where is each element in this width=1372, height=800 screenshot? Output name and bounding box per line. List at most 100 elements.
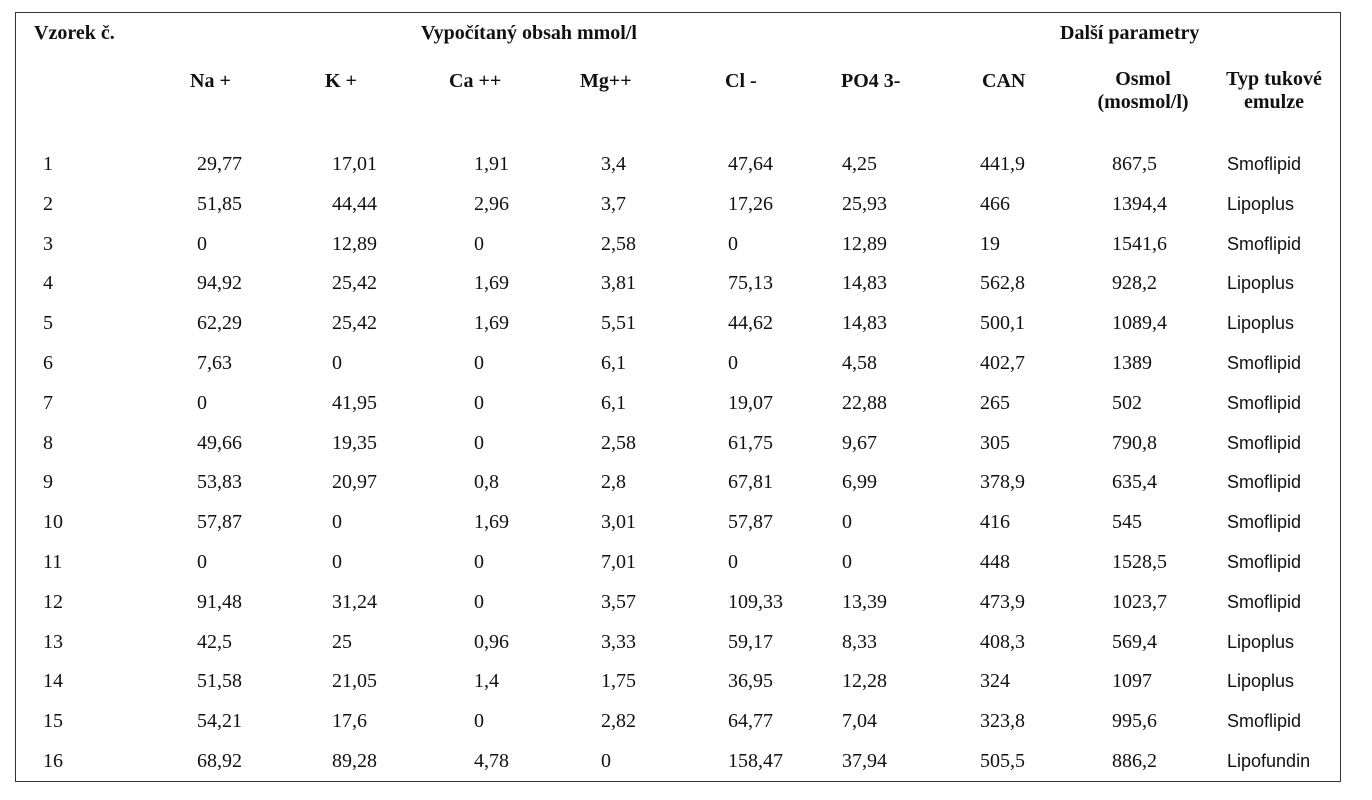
cell-can-value: 441,9 [980, 153, 1025, 175]
cell-po4-value: 22,88 [842, 391, 887, 414]
cell-na-value: 29,77 [197, 153, 242, 175]
cell-can-value: 402,7 [980, 352, 1025, 374]
cell-osmol-value: 569,4 [1112, 630, 1157, 653]
cell-cl-value: 0 [728, 551, 738, 573]
cell-ca-value: 1,69 [474, 312, 509, 335]
cell-mg-value: 3,7 [601, 192, 626, 215]
cell-sample-number: 3 [43, 232, 53, 255]
cell-na-value: 54,21 [197, 710, 242, 733]
cell-po4-value: 4,25 [842, 153, 877, 175]
column-header-ca: Ca ++ [449, 70, 502, 92]
cell-sample-number: 1 [43, 153, 53, 175]
cell-po4-value: 0 [842, 551, 852, 573]
cell-k-value: 41,95 [332, 391, 377, 414]
cell-osmol-value: 635,4 [1112, 471, 1157, 494]
cell-k-value: 19,35 [332, 431, 377, 454]
cell-can-value: 473,9 [980, 590, 1025, 613]
cell-cl-value: 59,17 [728, 630, 773, 653]
cell-cl-value: 75,13 [728, 272, 773, 295]
cell-mg-value: 1,75 [601, 670, 636, 693]
cell-sample-number: 16 [43, 750, 63, 772]
cell-po4-value: 37,94 [842, 750, 887, 772]
cell-sample-number: 12 [43, 590, 63, 613]
cell-ca-value: 4,78 [474, 750, 509, 772]
cell-k-value: 89,28 [332, 750, 377, 772]
cell-mg-value: 2,58 [601, 431, 636, 454]
table-frame [15, 12, 1341, 782]
cell-can-value: 416 [980, 511, 1010, 534]
cell-cl-value: 57,87 [728, 511, 773, 534]
cell-cl-value: 19,07 [728, 391, 773, 414]
cell-emulsion-type: Smoflipid [1227, 353, 1302, 373]
cell-osmol-value: 1389 [1112, 352, 1152, 374]
cell-cl-value: 44,62 [728, 312, 773, 335]
cell-emulsion-type: Lipoplus [1227, 631, 1295, 652]
cell-po4-value: 14,83 [842, 312, 887, 335]
cell-mg-value: 2,8 [601, 471, 626, 494]
cell-k-value: 20,97 [332, 471, 377, 494]
cell-po4-value: 13,39 [842, 590, 887, 613]
cell-can-value: 562,8 [980, 272, 1025, 295]
cell-sample-number: 2 [43, 192, 53, 215]
column-header-na: Na + [190, 70, 231, 92]
cell-sample-number: 7 [43, 391, 53, 414]
cell-na-value: 49,66 [197, 431, 242, 454]
cell-can-value: 448 [980, 551, 1010, 573]
cell-sample-number: 8 [43, 431, 53, 454]
cell-na-value: 62,29 [197, 312, 242, 335]
cell-sample-number: 13 [43, 630, 63, 653]
column-header-po4: PO4 3- [841, 70, 901, 92]
cell-po4-value: 12,28 [842, 670, 887, 693]
cell-osmol-value: 1528,5 [1112, 551, 1167, 573]
cell-can-value: 19 [980, 232, 1000, 255]
cell-po4-value: 14,83 [842, 272, 887, 295]
cell-emulsion-type: Smoflipid [1227, 154, 1302, 174]
cell-cl-value: 36,95 [728, 670, 773, 693]
cell-emulsion-type: Lipoplus [1227, 273, 1295, 294]
cell-osmol-value: 928,2 [1112, 272, 1157, 295]
cell-ca-value: 0 [474, 391, 484, 414]
cell-emulsion-type: Lipofundin [1227, 751, 1311, 771]
cell-po4-value: 0 [842, 511, 852, 534]
cell-k-value: 25,42 [332, 312, 377, 335]
cell-mg-value: 2,82 [601, 710, 636, 733]
header-sample: Vzorek č. [34, 22, 115, 44]
cell-can-value: 324 [980, 670, 1010, 693]
column-header-osmol-line1: Osmol [1115, 68, 1171, 90]
cell-cl-value: 17,26 [728, 192, 773, 215]
cell-po4-value: 4,58 [842, 352, 877, 374]
cell-osmol-value: 1394,4 [1112, 192, 1167, 215]
cell-cl-value: 67,81 [728, 471, 773, 494]
header-other-parameters: Další parametry [1060, 22, 1200, 44]
cell-emulsion-type: Smoflipid [1227, 233, 1302, 254]
column-header-emulsion-type: Typ tukové emulze [1213, 68, 1335, 114]
cell-na-value: 68,92 [197, 750, 242, 772]
cell-mg-value: 6,1 [601, 352, 626, 374]
cell-ca-value: 0 [474, 590, 484, 613]
cell-sample-number: 4 [43, 272, 53, 295]
cell-osmol-value: 995,6 [1112, 710, 1157, 733]
cell-na-value: 7,63 [197, 352, 232, 374]
cell-mg-value: 7,01 [601, 551, 636, 573]
column-header-emulsion-type-line2: emulze [1244, 91, 1304, 113]
cell-na-value: 51,85 [197, 192, 242, 215]
cell-sample-number: 9 [43, 471, 53, 494]
cell-ca-value: 2,96 [474, 192, 509, 215]
column-header-can: CAN [982, 70, 1026, 92]
cell-mg-value: 6,1 [601, 391, 626, 414]
cell-ca-value: 1,69 [474, 511, 509, 534]
cell-cl-value: 47,64 [728, 153, 773, 175]
cell-sample-number: 14 [43, 670, 63, 693]
cell-k-value: 17,6 [332, 710, 367, 733]
cell-mg-value: 5,51 [601, 312, 636, 335]
cell-ca-value: 0 [474, 352, 484, 374]
cell-k-value: 21,05 [332, 670, 377, 693]
cell-osmol-value: 545 [1112, 511, 1142, 534]
cell-emulsion-type: Smoflipid [1227, 591, 1302, 612]
cell-ca-value: 0 [474, 551, 484, 573]
cell-sample-number: 5 [43, 312, 53, 335]
cell-na-value: 0 [197, 551, 207, 573]
cell-cl-value: 0 [728, 232, 738, 255]
cell-na-value: 0 [197, 232, 207, 255]
cell-cl-value: 64,77 [728, 710, 773, 733]
